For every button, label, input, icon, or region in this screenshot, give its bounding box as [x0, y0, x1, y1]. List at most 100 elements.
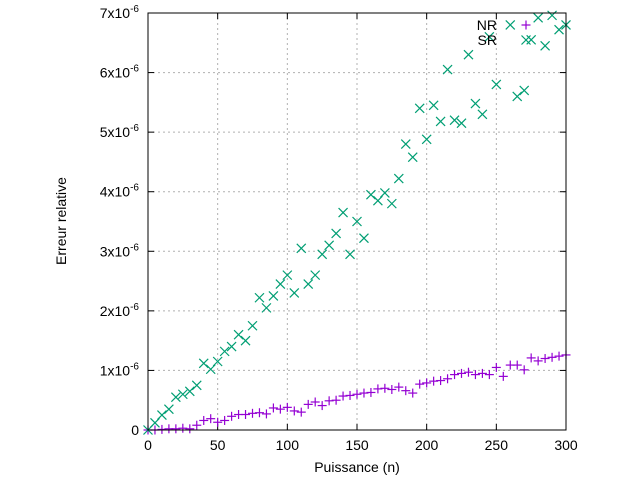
- data-point-nr: [547, 352, 557, 362]
- y-tick-label-base: 7x10: [100, 5, 131, 21]
- data-point-nr: [408, 388, 418, 398]
- y-tick-label-exponent: -6: [130, 4, 139, 15]
- data-point-nr: [443, 374, 453, 384]
- data-point-nr: [422, 378, 432, 388]
- data-point-nr: [310, 397, 320, 407]
- x-axis-title: Puissance (n): [314, 459, 400, 475]
- legend-entry-nr: NR: [477, 17, 531, 33]
- data-point-nr: [470, 370, 480, 380]
- data-point-sr: [512, 91, 523, 102]
- data-point-nr: [484, 370, 494, 380]
- data-point-sr: [289, 288, 300, 298]
- data-point-sr: [261, 302, 272, 313]
- y-tick-label-exponent: -6: [130, 123, 139, 134]
- x-tick-label: 150: [345, 437, 369, 453]
- data-point-nr: [185, 424, 195, 434]
- data-point-sr: [470, 98, 481, 109]
- data-point-sr: [163, 404, 174, 415]
- x-tick-label: 100: [276, 437, 300, 453]
- data-point-sr: [491, 79, 502, 90]
- y-tick-label-base: 0: [131, 422, 139, 438]
- data-point-nr: [352, 389, 362, 399]
- data-point-sr: [282, 270, 293, 281]
- data-point-sr: [191, 380, 202, 391]
- data-point-nr: [282, 402, 292, 412]
- y-tick-label: 1x10-6: [100, 361, 140, 378]
- data-point-nr: [450, 370, 460, 380]
- data-point-nr: [317, 401, 327, 411]
- data-point-sr: [393, 173, 404, 184]
- y-tick-label-exponent: -6: [130, 361, 139, 372]
- data-point-sr: [484, 31, 495, 42]
- data-point-sr: [366, 189, 376, 200]
- data-point-nr: [241, 410, 251, 420]
- data-point-sr: [317, 249, 328, 260]
- data-point-sr: [338, 207, 348, 218]
- data-point-sr: [463, 49, 474, 60]
- data-point-sr: [254, 292, 265, 303]
- data-point-nr: [457, 368, 466, 378]
- data-point-nr: [345, 390, 355, 400]
- data-point-sr: [414, 103, 425, 114]
- data-point-sr: [386, 198, 397, 209]
- data-point-nr: [401, 386, 411, 396]
- data-point-sr: [177, 389, 188, 400]
- x-tick-label: 200: [415, 437, 439, 453]
- y-tick-label: 4x10-6: [100, 183, 140, 200]
- y-tick-label-base: 1x10: [100, 362, 131, 378]
- y-tick-label-exponent: -6: [130, 242, 139, 253]
- data-point-sr: [400, 139, 411, 149]
- data-point-sr: [275, 279, 286, 289]
- data-point-nr: [192, 420, 202, 430]
- data-point-sr: [519, 85, 530, 96]
- y-tick-label: 6x10-6: [100, 64, 140, 81]
- y-tick-label-base: 5x10: [100, 124, 131, 140]
- y-tick-label: 3x10-6: [100, 242, 140, 259]
- y-tick-label: 2x10-6: [100, 302, 140, 319]
- data-point-sr: [421, 134, 432, 145]
- data-point-sr: [268, 291, 279, 301]
- series-sr: [143, 10, 571, 435]
- data-point-sr: [226, 341, 237, 352]
- y-tick-label: 0: [131, 422, 139, 438]
- data-point-sr: [157, 410, 167, 421]
- data-point-nr: [533, 356, 543, 366]
- y-tick-label-exponent: -6: [130, 183, 139, 194]
- data-point-sr: [324, 240, 335, 251]
- data-point-nr: [213, 417, 223, 427]
- data-point-sr: [533, 12, 544, 23]
- y-tick-label-base: 4x10: [100, 184, 131, 200]
- data-point-nr: [275, 404, 285, 414]
- data-point-sr: [219, 346, 230, 357]
- data-point-nr: [199, 415, 209, 425]
- data-point-nr: [227, 411, 237, 421]
- data-point-sr: [505, 19, 516, 30]
- data-point-sr: [379, 187, 390, 198]
- data-point-sr: [198, 358, 209, 369]
- data-point-nr: [366, 387, 376, 397]
- data-point-nr: [436, 376, 446, 386]
- data-point-nr: [415, 379, 425, 389]
- legend-marker: [521, 35, 531, 45]
- data-point-sr: [184, 386, 195, 397]
- data-point-nr: [463, 367, 473, 377]
- data-point-sr: [331, 228, 342, 239]
- data-point-sr: [345, 249, 355, 260]
- data-point-sr: [247, 320, 258, 331]
- tick-labels: 0 50 100 150 200 250 30001x10-62x10-63x10-64x1…: [100, 4, 578, 453]
- data-point-nr: [519, 365, 529, 375]
- x-tick-label: 250: [485, 437, 509, 453]
- data-point-sr: [442, 64, 453, 75]
- x-tick-label: 0: [144, 437, 152, 453]
- data-point-nr: [387, 384, 397, 394]
- data-point-nr: [512, 360, 522, 370]
- data-point-nr: [261, 409, 271, 419]
- data-point-sr: [310, 270, 321, 281]
- x-tick-label: 300: [554, 437, 578, 453]
- data-point-nr: [540, 354, 550, 364]
- data-point-sr: [170, 392, 181, 403]
- data-point-nr: [477, 368, 487, 378]
- y-axis-title: Erreur relative: [53, 177, 69, 265]
